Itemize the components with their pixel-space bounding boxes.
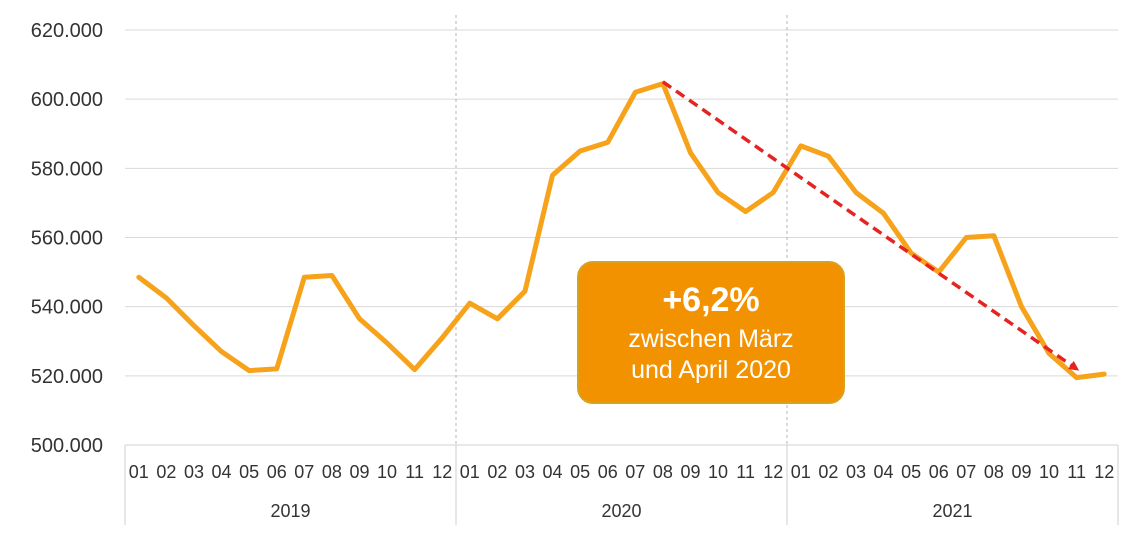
year-label: 2019: [270, 501, 310, 521]
x-tick-label: 11: [1067, 462, 1086, 482]
trend-arrow: [661, 80, 1080, 371]
y-tick-label: 540.000: [31, 297, 103, 319]
x-tick-label: 10: [708, 462, 728, 482]
x-tick-label: 12: [763, 462, 783, 482]
x-tick-label: 03: [515, 462, 535, 482]
x-tick-label: 08: [984, 462, 1004, 482]
x-tick-label: 03: [846, 462, 866, 482]
y-tick-label: 580.000: [31, 158, 103, 180]
x-tick-label: 11: [405, 462, 424, 482]
x-tick-label: 04: [543, 462, 563, 482]
x-tick-label: 01: [460, 462, 480, 482]
x-tick-label: 09: [349, 462, 369, 482]
series-line: [136, 81, 1107, 381]
trend-arrow-line: [661, 80, 1080, 371]
year-separators: [124, 15, 1119, 525]
x-tick-label: 08: [653, 462, 673, 482]
callout-text-line-1: zwischen März: [628, 324, 794, 353]
x-tick-label: 07: [294, 462, 314, 482]
y-tick-label: 500.000: [31, 435, 103, 457]
y-tick-label: 560.000: [31, 228, 103, 250]
x-axis-year-labels: 2019 2020 2021: [270, 501, 972, 521]
y-axis-ticks: 500.000 520.000 540.000 560.000 580.000 600.0…: [31, 20, 103, 457]
y-tick-label: 520.000: [31, 366, 103, 388]
x-tick-label: 06: [598, 462, 618, 482]
x-tick-label: 01: [791, 462, 811, 482]
x-tick-label: 11: [736, 462, 755, 482]
x-tick-label: 02: [818, 462, 838, 482]
percentage-callout: +6,2% zwischen März und April 2020: [577, 261, 845, 404]
x-tick-label: 10: [377, 462, 397, 482]
year-label: 2021: [932, 501, 972, 521]
x-tick-label: 09: [1011, 462, 1031, 482]
year-label: 2020: [601, 501, 641, 521]
x-axis-month-ticks: 01 02 03 04 05 06 07 08 09 10 11 12 01 02 03 04 05 06 07 08…: [129, 462, 1114, 482]
x-tick-label: 07: [956, 462, 976, 482]
x-tick-label: 01: [129, 462, 149, 482]
series-polyline: [136, 81, 1107, 381]
callout-text-line-2: und April 2020: [631, 355, 791, 384]
x-tick-label: 06: [929, 462, 949, 482]
x-tick-label: 05: [239, 462, 259, 482]
x-tick-label: 03: [184, 462, 204, 482]
x-tick-label: 05: [901, 462, 921, 482]
x-tick-label: 07: [625, 462, 645, 482]
x-tick-label: 10: [1039, 462, 1059, 482]
x-tick-label: 04: [212, 462, 232, 482]
x-tick-label: 08: [322, 462, 342, 482]
x-tick-label: 04: [874, 462, 894, 482]
x-tick-label: 05: [570, 462, 590, 482]
x-tick-label: 12: [432, 462, 452, 482]
x-tick-label: 09: [680, 462, 700, 482]
y-tick-label: 600.000: [31, 89, 103, 111]
y-tick-label: 620.000: [31, 20, 103, 42]
x-tick-label: 02: [487, 462, 507, 482]
x-tick-label: 06: [267, 462, 287, 482]
x-tick-label: 12: [1094, 462, 1114, 482]
callout-percentage: +6,2%: [662, 280, 760, 319]
x-tick-label: 02: [156, 462, 176, 482]
